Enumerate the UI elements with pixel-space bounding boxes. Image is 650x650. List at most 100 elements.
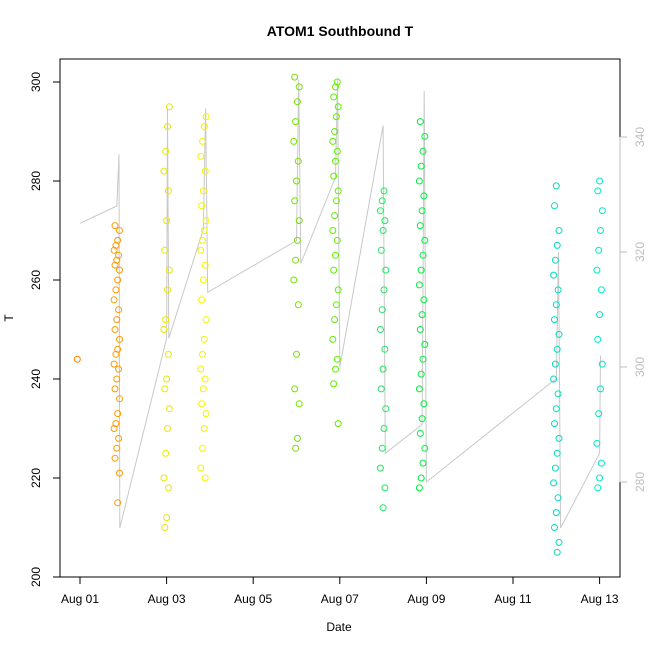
y-tick-label: 260 <box>29 270 43 290</box>
data-point <box>293 434 301 442</box>
data-point <box>163 217 171 225</box>
data-point <box>162 316 170 324</box>
data-point <box>331 212 339 220</box>
data-point <box>290 276 298 284</box>
data-point <box>417 474 425 482</box>
data-point <box>380 187 388 195</box>
data-point <box>594 484 602 492</box>
data-point <box>381 484 389 492</box>
data-point <box>293 98 301 106</box>
data-point <box>333 236 341 244</box>
data-point <box>113 375 121 383</box>
data-point <box>291 197 299 205</box>
data-point <box>200 335 208 343</box>
data-point <box>419 355 427 363</box>
data-point <box>115 434 123 442</box>
data-point <box>160 326 168 333</box>
data-point <box>334 286 342 294</box>
data-point <box>164 425 171 432</box>
data-point <box>376 464 384 472</box>
data-point <box>330 380 338 388</box>
data-point <box>594 335 602 343</box>
data-point <box>110 296 118 304</box>
data-point <box>551 464 559 472</box>
data-point <box>115 365 123 373</box>
data-point <box>114 236 122 244</box>
data-point <box>113 444 121 452</box>
data-point <box>201 474 209 482</box>
data-point <box>416 118 424 126</box>
data-point <box>551 256 559 264</box>
data-point <box>420 192 428 200</box>
data-point <box>553 345 561 353</box>
x-axis-label: Date <box>326 620 352 634</box>
data-point <box>292 118 300 126</box>
data-point <box>330 93 338 101</box>
data-point <box>378 444 386 452</box>
data-point <box>330 266 338 274</box>
data-point <box>421 236 429 244</box>
data-point <box>114 276 122 284</box>
y-right-tick-label: 300 <box>633 357 647 377</box>
data-point <box>295 217 303 225</box>
data-point <box>551 360 559 368</box>
data-point <box>197 152 205 160</box>
data-point <box>199 385 207 393</box>
data-point <box>111 222 119 230</box>
data-point <box>551 316 558 324</box>
data-point <box>113 316 121 324</box>
data-point <box>415 484 423 492</box>
data-point <box>382 266 390 274</box>
data-point <box>199 444 206 452</box>
data-point <box>420 296 428 304</box>
data-point <box>160 167 168 175</box>
data-point <box>550 271 558 279</box>
data-point <box>553 241 561 249</box>
data-point <box>334 187 342 195</box>
y-right-tick-label: 280 <box>633 472 647 492</box>
data-point <box>293 236 301 244</box>
data-point <box>199 276 207 284</box>
data-point <box>552 405 560 413</box>
data-point <box>112 420 120 428</box>
data-point <box>553 449 561 457</box>
data-point <box>291 385 299 393</box>
data-point <box>416 429 424 437</box>
y-axis-left: 200 220 240 260 280 300 <box>29 72 61 587</box>
data-point <box>378 197 386 205</box>
data-point <box>295 400 303 408</box>
data-point <box>114 499 122 507</box>
data-point <box>111 326 119 333</box>
data-point <box>593 439 601 447</box>
data-point <box>415 177 423 185</box>
data-point <box>419 459 427 467</box>
data-point <box>160 474 168 482</box>
x-tick-label: Aug 13 <box>581 592 619 606</box>
data-point <box>161 524 169 531</box>
data-point <box>553 548 561 556</box>
data-point <box>417 162 425 170</box>
data-point <box>330 172 338 180</box>
data-point <box>199 187 207 195</box>
y-right-tick-label: 340 <box>633 127 647 147</box>
data-point <box>417 266 425 274</box>
data-point <box>329 335 337 343</box>
data-point <box>418 311 426 319</box>
data-point <box>596 311 604 319</box>
data-point <box>110 246 118 254</box>
data-point <box>197 246 205 254</box>
data-point <box>334 103 342 111</box>
x-tick-label: Aug 03 <box>148 592 186 606</box>
data-point <box>162 449 170 457</box>
data-point <box>420 400 428 408</box>
data-point <box>332 157 339 165</box>
data-point <box>380 425 388 432</box>
data-point <box>332 301 340 309</box>
data-point <box>554 494 562 502</box>
data-point <box>164 350 172 358</box>
data-point <box>421 340 429 348</box>
data-point <box>294 301 302 309</box>
data-point <box>377 385 385 393</box>
data-point <box>597 227 604 234</box>
plot-frame <box>59 58 621 578</box>
